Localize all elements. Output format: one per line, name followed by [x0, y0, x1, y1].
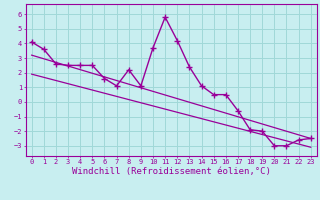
X-axis label: Windchill (Refroidissement éolien,°C): Windchill (Refroidissement éolien,°C) [72, 167, 271, 176]
